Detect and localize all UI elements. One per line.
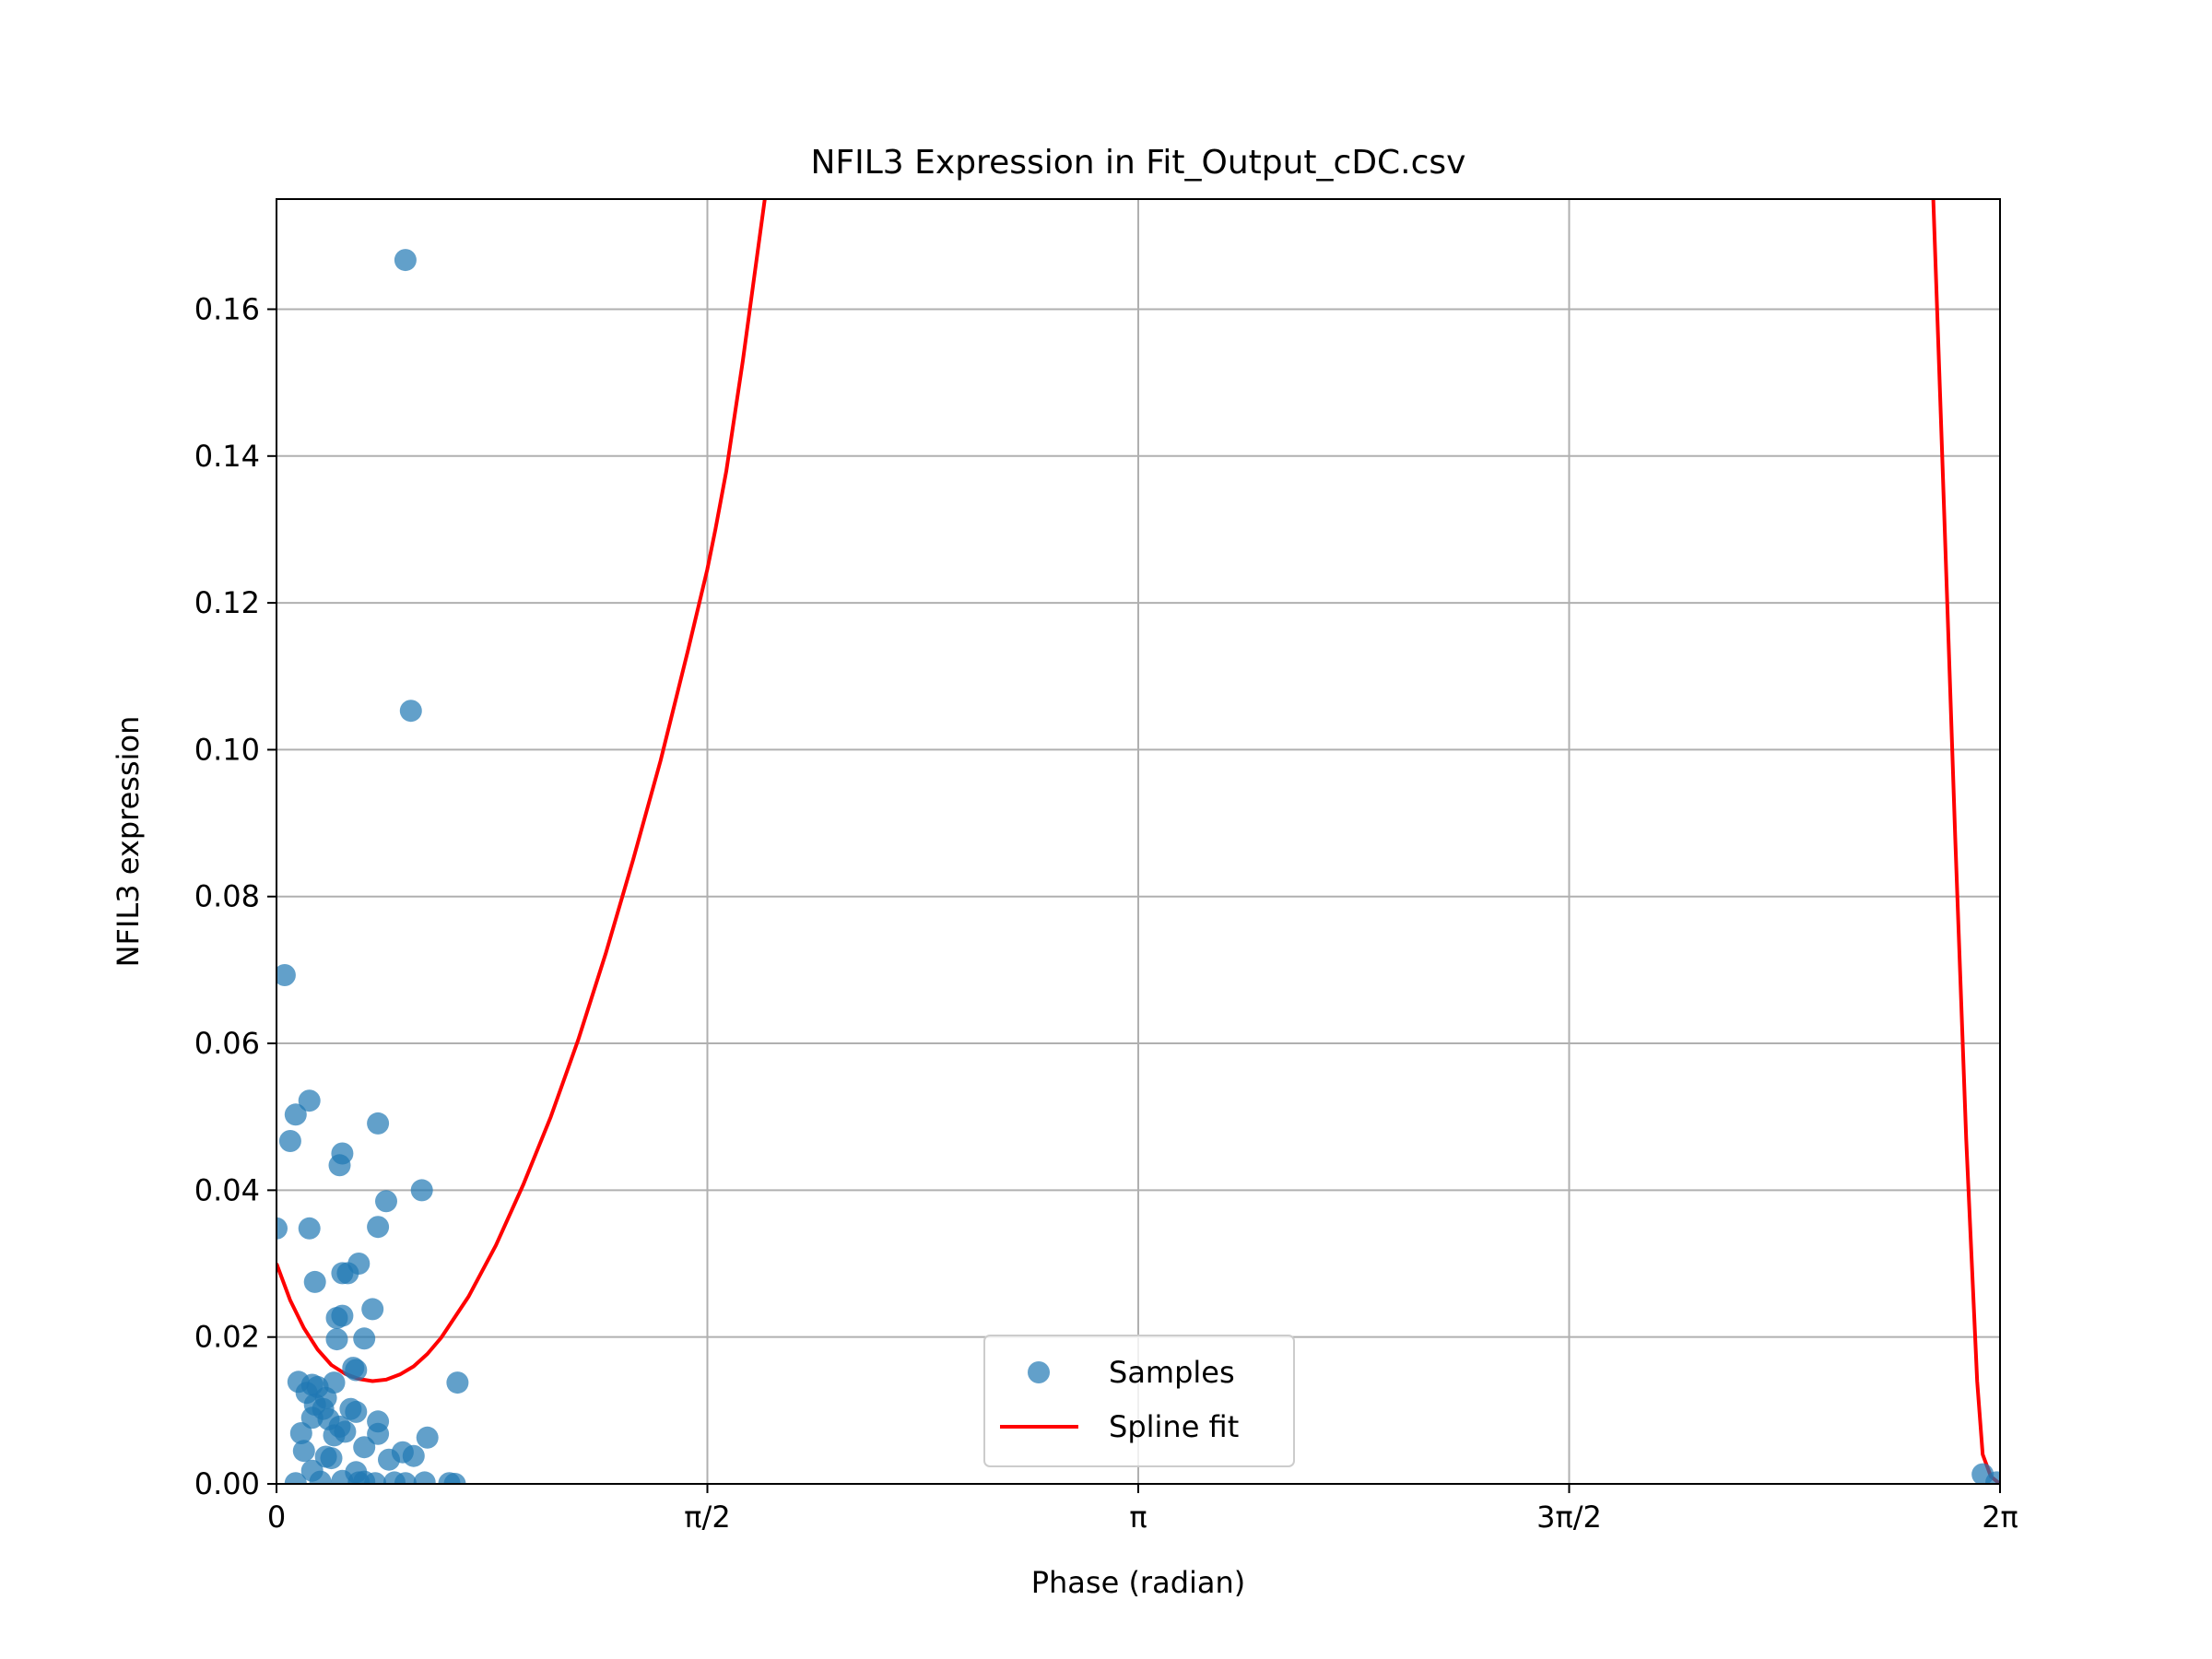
sample-point: [284, 1472, 307, 1484]
sample-point: [399, 700, 422, 723]
x-tick-label: 2π: [1982, 1500, 2018, 1535]
sample-point: [303, 1270, 326, 1293]
sample-point: [284, 1103, 307, 1126]
sample-point: [394, 1472, 417, 1484]
sample-point: [375, 1190, 397, 1213]
sample-point: [364, 1472, 387, 1484]
y-tick-label: 0.14: [194, 439, 260, 474]
sample-point: [309, 1470, 332, 1484]
legend-samples-label: Samples: [1109, 1355, 1235, 1390]
sample-point: [320, 1447, 343, 1470]
y-tick-label: 0.02: [194, 1320, 260, 1355]
plot-area: [276, 199, 2000, 1484]
sample-point: [416, 1426, 439, 1449]
legend: Samples Spline fit: [983, 1335, 1295, 1467]
x-tick-label: π/2: [684, 1500, 730, 1535]
sample-point: [413, 1471, 436, 1484]
sample-point: [443, 1473, 466, 1484]
legend-samples-marker: [1028, 1361, 1050, 1383]
sample-point: [276, 964, 296, 986]
sample-point: [1985, 1471, 2000, 1484]
y-tick-label: 0.12: [194, 585, 260, 620]
x-tick-label: 0: [267, 1500, 286, 1535]
sample-point: [331, 1469, 354, 1484]
grid-lines: [276, 199, 2001, 1485]
sample-point: [289, 1422, 312, 1444]
sample-point: [410, 1179, 433, 1202]
sample-point: [446, 1371, 469, 1394]
sample-point: [345, 1359, 368, 1382]
sample-point: [325, 1328, 348, 1351]
y-axis-label: NFIL3 expression: [111, 716, 146, 968]
sample-point: [394, 249, 417, 272]
x-tick-label: 3π/2: [1536, 1500, 1602, 1535]
sample-point: [367, 1216, 390, 1239]
legend-box: [983, 1335, 1295, 1467]
sample-point: [367, 1422, 390, 1445]
x-axis-label: Phase (radian): [1031, 1565, 1246, 1600]
sample-point: [300, 1406, 324, 1430]
sample-point: [276, 1217, 288, 1240]
sample-point: [367, 1112, 390, 1135]
x-tick-label: π: [1129, 1500, 1147, 1535]
y-axis: 0.00 0.02 0.04 0.06 0.08 0.10 0.12 0.14 0.16: [194, 291, 276, 1501]
y-tick-label: 0.04: [194, 1172, 260, 1207]
sample-point: [298, 1089, 321, 1112]
sample-point: [361, 1298, 384, 1321]
sample-point: [353, 1327, 376, 1350]
sample-point: [345, 1400, 368, 1423]
chart-title: NFIL3 Expression in Fit_Output_cDC.csv: [811, 144, 1466, 182]
y-tick-label: 0.06: [194, 1026, 260, 1061]
sample-point: [325, 1307, 348, 1329]
y-tick-label: 0.00: [194, 1466, 260, 1501]
y-tick-label: 0.16: [194, 291, 260, 326]
sample-point: [353, 1436, 376, 1459]
sample-point: [328, 1154, 351, 1177]
sample-point: [334, 1420, 357, 1443]
y-tick-label: 0.10: [194, 732, 260, 767]
sample-point: [278, 1130, 301, 1152]
y-tick-label: 0.08: [194, 879, 260, 914]
sample-point: [292, 1440, 315, 1463]
sample-point: [336, 1262, 359, 1285]
x-axis: 0 π/2 π 3π/2 2π: [267, 1484, 2018, 1535]
sample-point: [298, 1217, 321, 1240]
legend-spline-label: Spline fit: [1109, 1409, 1239, 1444]
sample-point: [402, 1444, 425, 1467]
sample-point: [378, 1448, 400, 1471]
